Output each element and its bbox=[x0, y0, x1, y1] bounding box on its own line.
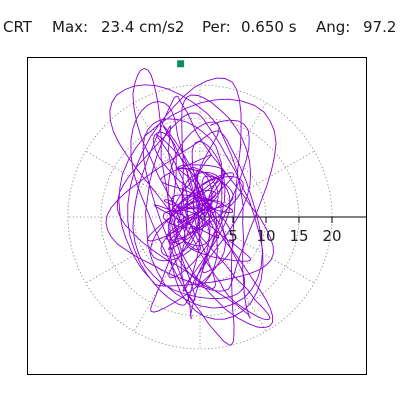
mode-label: CRT bbox=[3, 18, 32, 36]
polar-plot-frame: 5 10 15 20 bbox=[27, 57, 367, 375]
tick-label: 10 bbox=[256, 227, 275, 245]
tick-label: 5 bbox=[228, 227, 238, 245]
per-value: 0.650 s bbox=[241, 18, 297, 36]
per-label: Per: bbox=[202, 18, 231, 36]
peak-marker bbox=[177, 60, 185, 68]
tick-label: 20 bbox=[322, 227, 341, 245]
ang-label: Ang: bbox=[316, 18, 351, 36]
max-label: Max: bbox=[52, 18, 89, 36]
radial-tick-labels: 5 10 15 20 bbox=[228, 217, 342, 245]
peak-marker-square bbox=[177, 60, 185, 68]
orbit-trace bbox=[105, 68, 277, 346]
status-header: CRT Max: 23.4 cm/s2 Per: 0.650 s Ang: 97… bbox=[0, 14, 400, 40]
ang-value: 97.2 bbox=[363, 18, 397, 36]
polar-plot: 5 10 15 20 bbox=[67, 60, 366, 350]
grid-spoke bbox=[133, 216, 201, 332]
tick-label: 15 bbox=[289, 227, 308, 245]
orbit-path bbox=[105, 68, 277, 346]
max-value: 23.4 cm/s2 bbox=[101, 18, 185, 36]
